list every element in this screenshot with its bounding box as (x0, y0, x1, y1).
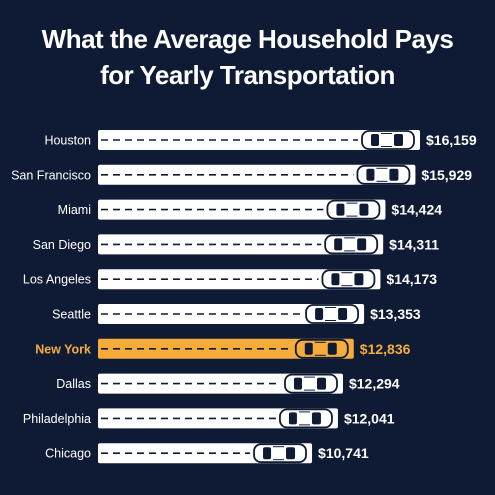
bar-row-dallas: Dallas $12,294 (56, 373, 400, 394)
car-icon-seattle (305, 304, 359, 324)
value-label-houston: $16,159 (426, 132, 477, 148)
category-label-seattle: Seattle (52, 308, 91, 322)
bar-row-philadelphia: Philadelphia $12,041 (23, 408, 395, 429)
car-icon-los-angeles (321, 269, 376, 290)
value-label-chicago: $10,741 (318, 445, 369, 461)
bar-seattle (98, 304, 365, 324)
bar-row-los-angeles: Los Angeles $14,173 (23, 269, 437, 290)
value-label-san-diego: $14,311 (389, 236, 439, 252)
bar-philadelphia (98, 408, 338, 429)
bar-row-miami: Miami $14,424 (58, 199, 442, 220)
bar-san-francisco (98, 164, 416, 185)
bar-row-new-york: New York $12,836 (35, 338, 411, 359)
category-label-san-francisco: San Francisco (11, 168, 91, 182)
car-icon-new-york (294, 338, 349, 359)
value-label-miami: $14,424 (391, 202, 442, 218)
bar-row-houston: Houston $16,159 (44, 130, 477, 150)
car-icon-san-francisco (356, 164, 411, 185)
bar-dallas (98, 373, 343, 394)
chart-title-line-1: What the Average Household Pays (41, 24, 454, 54)
category-label-chicago: Chicago (45, 447, 91, 461)
car-icon-chicago (253, 443, 307, 464)
car-icon-san-diego (324, 234, 379, 255)
car-icon-dallas (284, 373, 338, 394)
value-label-seattle: $13,353 (370, 306, 421, 322)
value-label-dallas: $12,294 (349, 376, 400, 392)
bar-miami (98, 199, 386, 220)
car-icon-houston (361, 130, 415, 150)
car-icon-philadelphia (279, 408, 333, 429)
category-label-houston: Houston (44, 134, 91, 148)
value-label-new-york: $12,836 (360, 341, 411, 357)
bar-row-san-francisco: San Francisco $15,929 (11, 164, 472, 185)
bar-san-diego (98, 234, 384, 255)
category-label-new-york: New York (35, 342, 91, 356)
category-label-san-diego: San Diego (33, 238, 91, 252)
bar-row-san-diego: San Diego $14,311 (33, 234, 439, 255)
value-label-philadelphia: $12,041 (344, 410, 395, 426)
category-label-los-angeles: Los Angeles (23, 273, 91, 287)
bar-row-seattle: Seattle $13,353 (52, 304, 421, 324)
category-label-philadelphia: Philadelphia (23, 412, 91, 426)
bar-row-chicago: Chicago $10,741 (45, 443, 369, 464)
chart-title-line-2: for Yearly Transportation (100, 60, 395, 90)
value-label-san-francisco: $15,929 (421, 167, 472, 183)
category-label-dallas: Dallas (56, 377, 91, 391)
value-label-los-angeles: $14,173 (386, 271, 437, 287)
category-label-miami: Miami (58, 203, 91, 217)
car-icon-miami (326, 199, 381, 220)
